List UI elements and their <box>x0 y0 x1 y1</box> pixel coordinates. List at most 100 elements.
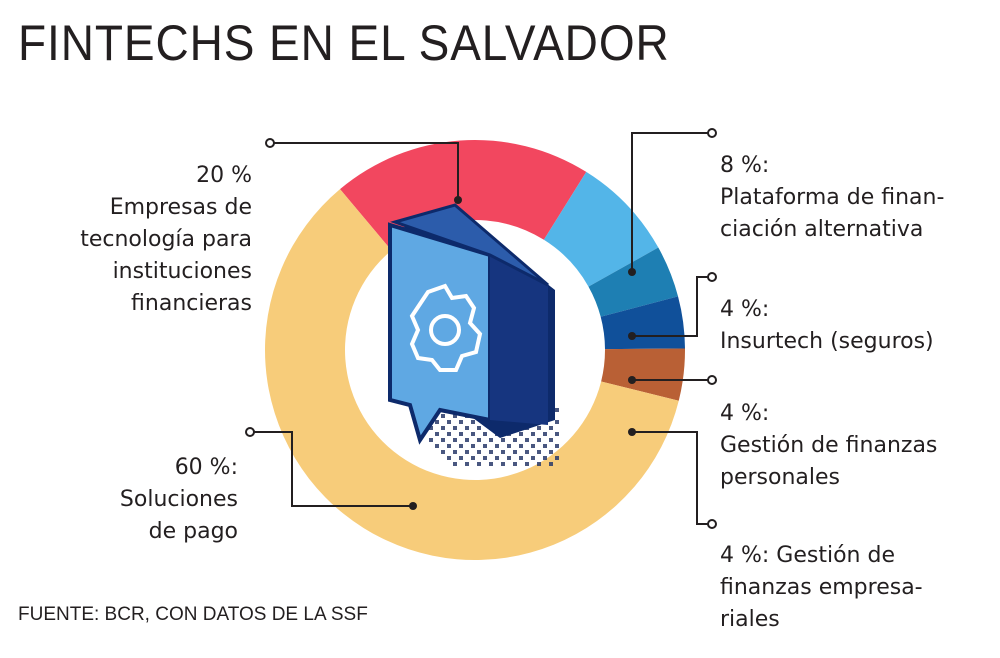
shadow-pixel <box>465 438 469 442</box>
leader-dot <box>409 502 417 510</box>
shadow-pixel <box>543 456 547 460</box>
shadow-pixel <box>495 456 499 460</box>
donut-slice <box>588 247 679 317</box>
shadow-pixel <box>525 462 529 466</box>
leader-anchor <box>707 519 717 529</box>
label-finanzas-personales: 4 %: Gestión de finanzas personales <box>720 366 980 494</box>
leader-line <box>250 431 413 507</box>
leader-dot <box>628 268 636 276</box>
leader-dot <box>454 196 462 204</box>
shadow-pixel <box>549 438 553 442</box>
shadow-pixel <box>459 444 463 448</box>
shadow-pixel <box>501 462 505 466</box>
shadow-pixel <box>429 426 433 430</box>
shadow-pixel <box>447 456 451 460</box>
shadow-pixel <box>525 438 529 442</box>
shadow-pixel <box>453 462 457 466</box>
label-pct: 4 %: <box>720 401 770 426</box>
leader-anchor <box>265 138 275 148</box>
label-text: Empresas de tecnología para institucione… <box>80 195 252 316</box>
shadow-pixel <box>513 438 517 442</box>
shadow-pixel <box>453 450 457 454</box>
leader-line <box>632 276 712 337</box>
shadow-pixel <box>429 438 433 442</box>
shadow-pixel <box>483 456 487 460</box>
shadow-pixel <box>537 426 541 430</box>
leader-line <box>270 142 459 200</box>
leader-dot <box>628 376 636 384</box>
shadow-pixel <box>483 444 487 448</box>
leader-line <box>631 132 712 272</box>
shadow-pixel <box>555 432 559 436</box>
label-text: Plataforma de finan- ciación alternativa <box>720 185 945 242</box>
label-text: Soluciones de pago <box>119 487 238 544</box>
label-empresas-tecnologia: 20 % Empresas de tecnología para instituc… <box>60 128 252 320</box>
shadow-pixel <box>513 462 517 466</box>
shadow-pixel <box>489 450 493 454</box>
shadow-pixel <box>435 444 439 448</box>
shadow-pixel <box>519 432 523 436</box>
shadow-pixel <box>465 462 469 466</box>
shadow-pixel <box>453 438 457 442</box>
shadow-pixel <box>471 456 475 460</box>
label-pct: 8 %: <box>720 153 770 178</box>
shadow-pixel <box>471 444 475 448</box>
shadow-pixel <box>447 432 451 436</box>
leader-anchor <box>707 375 717 385</box>
shadow-pixel <box>477 438 481 442</box>
page-title: FINTECHS EN EL SALVADOR <box>18 15 670 71</box>
shadow-pixel <box>519 444 523 448</box>
shadow-pixel <box>555 444 559 448</box>
shadow-pixel <box>501 438 505 442</box>
shadow-pixel <box>447 444 451 448</box>
label-text: finanzas empresa- riales <box>720 575 923 632</box>
shadow-pixel <box>471 420 475 424</box>
shadow-pixel <box>543 444 547 448</box>
shadow-pixel <box>453 414 457 418</box>
shadow-pixel <box>465 426 469 430</box>
label-plataforma-financiacion: 8 %: Plataforma de finan- ciación alterna… <box>720 118 980 246</box>
shadow-pixel <box>459 432 463 436</box>
label-pct: 20 % <box>196 163 252 188</box>
shadow-pixel <box>507 456 511 460</box>
label-text: Gestión de finanzas personales <box>720 433 938 490</box>
shadow-pixel <box>459 456 463 460</box>
shadow-pixel <box>525 450 529 454</box>
shadow-pixel <box>501 450 505 454</box>
shadow-pixel <box>531 444 535 448</box>
shadow-pixel <box>441 414 445 418</box>
shadow-pixel <box>543 432 547 436</box>
label-pct: 4 %: <box>720 297 770 322</box>
label-pct: 60 %: <box>174 455 238 480</box>
shadow-pixel <box>549 426 553 430</box>
donut-slice <box>601 348 685 401</box>
shadow-pixel <box>471 432 475 436</box>
shadow-pixel <box>555 420 559 424</box>
shadow-pixel <box>537 450 541 454</box>
label-pct: 4 %: Gestión de <box>720 543 895 568</box>
shadow-pixel <box>537 438 541 442</box>
shadow-pixel <box>477 462 481 466</box>
shadow-pixel <box>441 426 445 430</box>
leader-anchor <box>707 272 717 282</box>
shadow-pixel <box>489 438 493 442</box>
source-note: FUENTE: BCR, CON DATOS DE LA SSF <box>18 604 368 625</box>
shadow-pixel <box>435 432 439 436</box>
shadow-pixel <box>483 432 487 436</box>
shadow-pixel <box>435 420 439 424</box>
shadow-pixel <box>507 444 511 448</box>
leader-line <box>632 431 712 525</box>
label-insurtech: 4 %: Insurtech (seguros) <box>720 262 980 358</box>
shadow-pixel <box>477 426 481 430</box>
donut-slice <box>543 171 659 287</box>
leader-anchor <box>245 427 255 437</box>
shadow-pixel <box>531 456 535 460</box>
shadow-pixel <box>531 432 535 436</box>
gear-icon <box>388 203 559 466</box>
label-soluciones-pago: 60 %: Soluciones de pago <box>60 420 238 548</box>
shadow-pixel <box>555 456 559 460</box>
shadow-pixel <box>537 462 541 466</box>
shadow-pixel <box>489 462 493 466</box>
shadow-pixel <box>549 450 553 454</box>
